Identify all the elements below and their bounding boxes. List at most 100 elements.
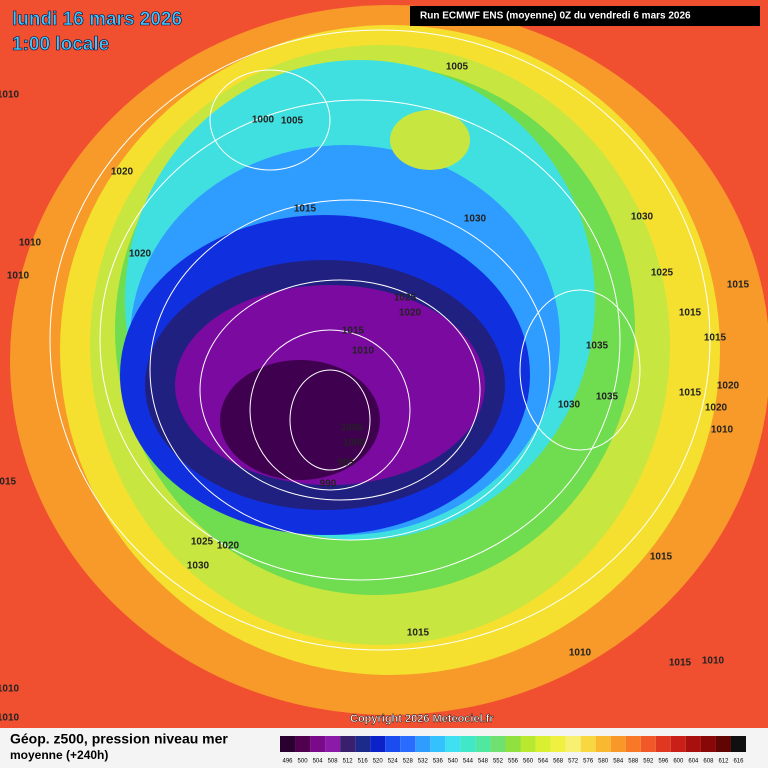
- isobar-label: 1000: [343, 438, 366, 449]
- isobar-label: 1010: [711, 425, 734, 436]
- isobar-label: 1010: [19, 238, 42, 249]
- isobar-label: 1030: [187, 561, 210, 572]
- legend-label: 544: [463, 759, 474, 765]
- isobar-label: 1005: [341, 423, 364, 434]
- legend-label: 504: [313, 759, 324, 765]
- footer-title: Géop. z500, pression niveau mer: [10, 731, 228, 747]
- isobars: [49, 29, 711, 651]
- legend-label: 548: [478, 759, 489, 765]
- isobar-label: 1015: [679, 308, 702, 319]
- isobar-label: 1010: [352, 346, 375, 357]
- isobar-label: 1035: [596, 392, 619, 403]
- isobar-label: 1010: [0, 684, 20, 695]
- run-box: [410, 6, 760, 26]
- legend: 496 500 504 508 512 516 520 524 528 532 536 540 544 5…: [280, 736, 746, 765]
- isobar-label: 1015: [704, 333, 727, 344]
- isobar-label: 1030: [558, 400, 581, 411]
- legend-cell: [370, 736, 386, 752]
- legend-cell: [505, 736, 521, 752]
- legend-cell: [715, 736, 731, 752]
- legend-cell: [700, 736, 716, 752]
- run-text: Run ECMWF ENS (moyenne) 0Z du vendredi 6…: [420, 11, 691, 22]
- legend-label: 564: [538, 759, 549, 765]
- isobar-label: 1015: [727, 280, 750, 291]
- legend-label: 524: [388, 759, 399, 765]
- legend-label: 528: [403, 759, 414, 765]
- legend-label: 600: [673, 759, 684, 765]
- isobar-label: 1015: [0, 477, 17, 488]
- footer-subtitle: moyenne (+240h): [10, 748, 108, 762]
- legend-label: 616: [733, 759, 744, 765]
- isobar-label: 1015: [669, 658, 692, 669]
- legend-cell: [595, 736, 611, 752]
- isobar-label: 1005: [281, 116, 304, 127]
- legend-cell: [730, 736, 746, 752]
- legend-cell: [520, 736, 536, 752]
- legend-cell: [295, 736, 311, 752]
- legend-label: 572: [568, 759, 579, 765]
- legend-label: 560: [523, 759, 534, 765]
- isobar-label: 1000: [252, 115, 275, 126]
- legend-cell: [310, 736, 326, 752]
- legend-cell: [385, 736, 401, 752]
- legend-label: 576: [583, 759, 594, 765]
- legend-label: 584: [613, 759, 624, 765]
- legend-cell: [535, 736, 551, 752]
- zone: [390, 110, 470, 170]
- legend-label: 580: [598, 759, 609, 765]
- legend-cell: [325, 736, 341, 752]
- legend-label: 608: [703, 759, 714, 765]
- legend-cell: [490, 736, 506, 752]
- isobar-label: 1030: [631, 212, 654, 223]
- isobar-label: 1010: [569, 648, 592, 659]
- isobar-label: 1020: [217, 541, 240, 552]
- copyright: Copyright 2026 Meteociel.fr: [350, 713, 494, 725]
- legend-label: 552: [493, 759, 504, 765]
- legend-label: 556: [508, 759, 519, 765]
- isobar-label: 1015: [679, 388, 702, 399]
- legend-cell: [580, 736, 596, 752]
- isobar-label: 1015: [342, 326, 365, 337]
- legend-cell: [475, 736, 491, 752]
- legend-cell: [640, 736, 656, 752]
- isobar-label: 1035: [586, 341, 609, 352]
- legend-cell: [550, 736, 566, 752]
- legend-label: 540: [448, 759, 459, 765]
- isobar-label: 990: [320, 479, 337, 490]
- isobar-label: 1020: [111, 167, 134, 178]
- legend-cell: [445, 736, 461, 752]
- isobar-label: 1020: [717, 381, 740, 392]
- isobar-label: 1025: [394, 293, 417, 304]
- isobar-label: 995: [338, 458, 355, 469]
- legend-label: 500: [298, 759, 309, 765]
- legend-label: 568: [553, 759, 564, 765]
- isobar-label: 1030: [464, 214, 487, 225]
- isobar-label: 1010: [702, 656, 725, 667]
- legend-label: 508: [328, 759, 339, 765]
- isobar-label: 1020: [129, 249, 152, 260]
- isobar-label: 1020: [705, 403, 728, 414]
- legend-label: 536: [433, 759, 444, 765]
- isobar-label: 1005: [446, 62, 469, 73]
- legend-cell: [280, 736, 296, 752]
- legend-cell: [460, 736, 476, 752]
- legend-label: 612: [718, 759, 729, 765]
- isobar-label: 1015: [407, 628, 430, 639]
- zone: [220, 360, 380, 480]
- isobar-label: 1010: [0, 90, 20, 101]
- legend-cell: [430, 736, 446, 752]
- legend-cell: [415, 736, 431, 752]
- legend-cell: [610, 736, 626, 752]
- legend-cell: [400, 736, 416, 752]
- legend-label: 592: [643, 759, 654, 765]
- isobar-label: 1020: [399, 308, 422, 319]
- legend-cell: [340, 736, 356, 752]
- legend-label: 596: [658, 759, 669, 765]
- legend-cell: [655, 736, 671, 752]
- legend-label: 588: [628, 759, 639, 765]
- legend-label: 512: [343, 759, 354, 765]
- isobar-label: 1015: [650, 552, 673, 563]
- isobar-label: 1015: [294, 204, 317, 215]
- legend-cell: [670, 736, 686, 752]
